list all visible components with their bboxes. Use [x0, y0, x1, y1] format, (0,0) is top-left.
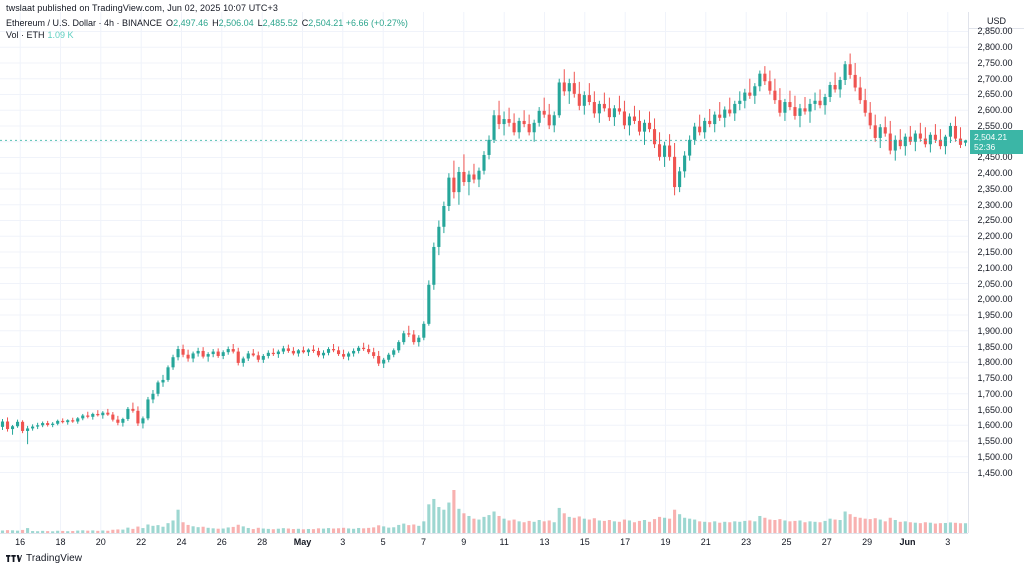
time-tick-label: 23 [741, 537, 752, 547]
time-tick-label: 25 [781, 537, 792, 547]
time-tick-label: 28 [257, 537, 268, 547]
price-tick-label: 2,650.00 [977, 89, 1013, 100]
legend-low-label: L [257, 18, 263, 28]
price-tick-label: 1,450.00 [977, 467, 1013, 478]
time-tick-label: 27 [821, 537, 832, 547]
candlestick-svg [0, 12, 968, 533]
price-tick-label: 1,850.00 [977, 341, 1013, 352]
time-tick-label: 18 [55, 537, 66, 547]
time-tick-label: Jun [899, 537, 916, 547]
price-axis[interactable]: USD 2,850.00 2,800.00 2,750.00 2,700.00 2,65… [968, 12, 1024, 533]
price-tick-label: 2,050.00 [977, 278, 1013, 289]
price-tick-label: 2,400.00 [977, 168, 1013, 179]
current-price-value: 2,504.21 [974, 132, 1008, 143]
price-tick-label: 2,200.00 [977, 231, 1013, 242]
time-tick-label: 15 [579, 537, 590, 547]
legend-symbol[interactable]: Ethereum / U.S. Dollar · 4h · BINANCE [6, 18, 163, 28]
price-axis-unit: USD [969, 14, 1024, 29]
price-tick-label: 2,750.00 [977, 57, 1013, 68]
price-tick-label: 2,100.00 [977, 262, 1013, 273]
time-tick-label: 3 [340, 537, 346, 547]
time-tick-label: 29 [862, 537, 873, 547]
legend-open-label: O [166, 18, 174, 28]
time-tick-label: 16 [15, 537, 26, 547]
time-tick-label: 3 [945, 537, 951, 547]
time-tick-label: 7 [420, 537, 427, 547]
legend-high-label: H [212, 18, 219, 28]
price-tick-label: 1,900.00 [977, 325, 1013, 336]
chart-plot-area[interactable] [0, 12, 968, 533]
tradingview-footer-logo[interactable]: TradingView [6, 553, 82, 564]
price-tick-label: 2,450.00 [977, 152, 1013, 163]
time-tick-label: 26 [216, 537, 227, 547]
price-tick-label: 2,250.00 [977, 215, 1013, 226]
legend-volume-row: Vol · ETH 1.09 K [6, 29, 408, 41]
time-tick-label: 20 [95, 537, 106, 547]
legend-open-value: 2,497.46 [173, 18, 209, 28]
price-tick-label: 1,800.00 [977, 357, 1013, 368]
time-tick-label: May [293, 537, 312, 547]
time-tick-label: 19 [660, 537, 671, 547]
price-tick-label: 1,950.00 [977, 310, 1013, 320]
current-price-badge: 2,504.21 52:36 [970, 130, 1023, 155]
legend-change-value: +6.66 (+0.27%) [345, 18, 408, 28]
legend-high-value: 2,506.04 [218, 18, 254, 28]
time-tick-label: 5 [380, 537, 386, 547]
tradingview-logo-icon [6, 554, 22, 563]
legend-low-value: 2,485.52 [262, 18, 298, 28]
time-tick-label: 9 [461, 537, 467, 547]
time-tick-label: 21 [700, 537, 711, 547]
time-tick-label: 22 [136, 537, 147, 547]
price-tick-label: 2,550.00 [977, 120, 1013, 131]
price-tick-label: 2,800.00 [977, 42, 1013, 53]
price-tick-label: 1,550.00 [977, 436, 1013, 447]
price-tick-label: 1,600.00 [977, 420, 1013, 431]
tradingview-brand-text: TradingView [26, 553, 83, 564]
price-tick-label: 2,700.00 [977, 73, 1013, 84]
price-tick-label: 2,850.00 [977, 26, 1013, 37]
time-axis[interactable]: 16 18 20 22 24 26 28 May 3 5 7 9 11 13 15 17 19 21 23 25 27 2… [0, 533, 968, 552]
bar-countdown: 52:36 [974, 142, 996, 153]
price-tick-label: 1,500.00 [977, 451, 1013, 462]
legend-close-value: 2,504.21 [308, 18, 344, 28]
time-tick-label: 11 [499, 537, 509, 547]
legend-close-label: C [301, 18, 309, 28]
price-tick-label: 2,350.00 [977, 183, 1013, 194]
time-tick-label: 24 [176, 537, 187, 547]
legend-volume-title[interactable]: Vol · ETH [6, 30, 45, 40]
price-tick-label: 1,750.00 [977, 373, 1013, 384]
price-tick-label: 2,600.00 [977, 105, 1013, 116]
price-tick-label: 1,650.00 [977, 404, 1013, 415]
legend-main-row: Ethereum / U.S. Dollar · 4h · BINANCE O2,… [6, 17, 408, 29]
legend-volume-value: 1.09 K [47, 30, 74, 40]
price-tick-label: 2,000.00 [977, 294, 1013, 305]
time-tick-label: 13 [539, 537, 550, 547]
price-tick-label: 2,150.00 [977, 247, 1013, 257]
attribution-text: twslaat published on TradingView.com, Ju… [6, 3, 278, 13]
price-tick-label: 1,700.00 [977, 388, 1013, 399]
chart-legend: Ethereum / U.S. Dollar · 4h · BINANCE O2,… [6, 17, 408, 41]
price-tick-label: 2,300.00 [977, 199, 1013, 210]
time-tick-label: 17 [620, 537, 631, 547]
